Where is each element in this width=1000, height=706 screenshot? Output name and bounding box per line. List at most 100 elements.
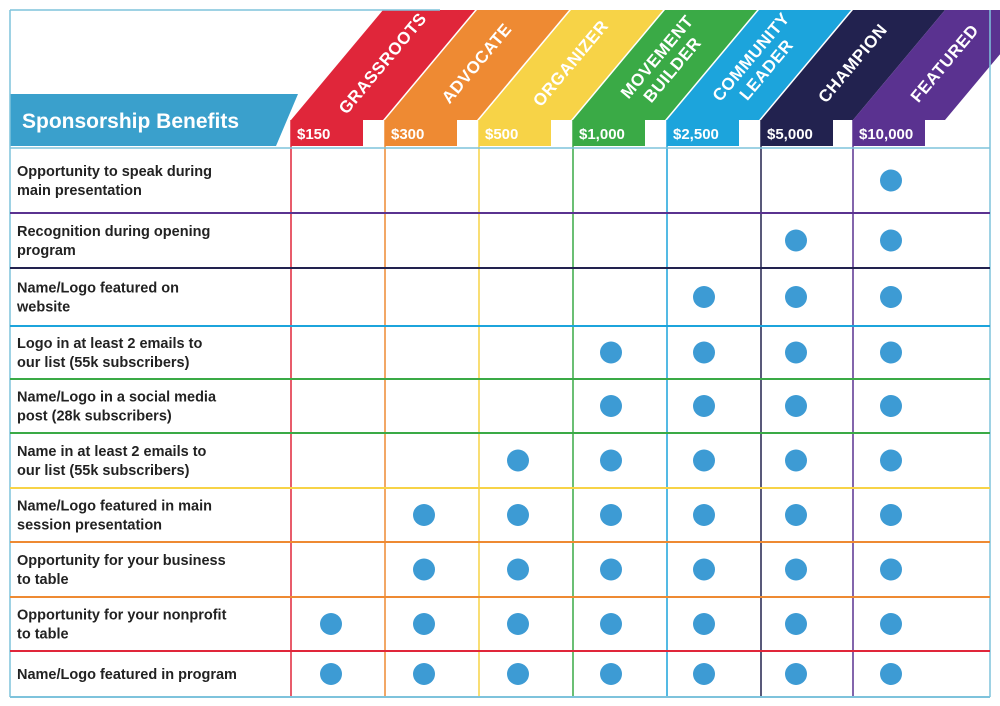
- benefit-dot-champion: [785, 613, 807, 635]
- benefit-label: to table: [17, 627, 69, 643]
- tier-price: $10,000: [859, 126, 913, 143]
- benefit-dot-movement-builder: [600, 449, 622, 472]
- benefit-dot-grassroots: [320, 663, 342, 685]
- benefit-dot-champion: [785, 286, 807, 308]
- benefit-dot-champion: [785, 449, 807, 472]
- table-row: Name/Logo featured on website: [16, 281, 179, 316]
- benefit-label: to table: [17, 572, 69, 588]
- benefit-dot-featured: [880, 558, 902, 581]
- price-tab: [385, 120, 457, 146]
- tier-price: $2,500: [673, 126, 719, 143]
- table-header: Sponsorship Benefits: [10, 94, 298, 146]
- tier-price: $1,000: [579, 126, 625, 143]
- benefit-dot-featured: [880, 395, 902, 417]
- benefit-dot-champion: [785, 558, 807, 581]
- benefit-label: Opportunity for your business: [17, 553, 226, 569]
- benefit-dot-advocate: [413, 558, 435, 581]
- tier-banners: $150GRASSROOTS$300ADVOCATE$500ORGANIZER$…: [291, 9, 1000, 146]
- benefit-dot-organizer: [507, 613, 529, 635]
- benefit-dot-featured: [880, 663, 902, 685]
- benefit-dot-community-leader: [693, 449, 715, 472]
- benefit-dot-champion: [785, 341, 807, 364]
- benefit-dot-community-leader: [693, 504, 715, 526]
- tier-price: $300: [391, 126, 424, 143]
- tier-ribbon: [573, 10, 757, 120]
- benefit-label: Name/Logo featured in main: [17, 499, 212, 515]
- benefit-dots: [320, 169, 902, 685]
- tier-ribbon: [853, 10, 1000, 120]
- benefit-label: Name in at least 2 emails to: [17, 444, 207, 460]
- benefit-dot-community-leader: [693, 558, 715, 581]
- benefit-dot-featured: [880, 341, 902, 364]
- title-text: Sponsorship Benefits: [22, 110, 239, 133]
- benefit-dot-movement-builder: [600, 613, 622, 635]
- price-tab: [291, 120, 363, 146]
- price-tab: [479, 120, 551, 146]
- price-tab: [853, 120, 925, 146]
- benefit-dot-champion: [785, 395, 807, 417]
- benefit-label: Opportunity for your nonprofit: [17, 608, 227, 624]
- tier-price: $5,000: [767, 126, 813, 143]
- benefit-dot-movement-builder: [600, 395, 622, 417]
- benefit-dot-organizer: [507, 449, 529, 472]
- table-row: Opportunity for your business to table: [17, 553, 226, 588]
- benefit-label: Opportunity to speak during: [17, 164, 212, 180]
- benefit-dot-organizer: [507, 663, 529, 685]
- tier-ribbon: [761, 10, 945, 120]
- benefit-dot-advocate: [413, 613, 435, 635]
- benefit-dot-community-leader: [693, 341, 715, 364]
- price-tab: [667, 120, 739, 146]
- benefit-dot-advocate: [413, 504, 435, 526]
- tier-price: $150: [297, 126, 330, 143]
- benefit-dot-champion: [785, 229, 807, 252]
- benefit-dot-organizer: [507, 504, 529, 526]
- benefit-dot-featured: [880, 286, 902, 308]
- tier-ribbon: [667, 10, 851, 120]
- table-row: Recognition during opening program: [17, 224, 210, 259]
- benefit-dot-community-leader: [693, 395, 715, 417]
- benefit-dot-featured: [880, 613, 902, 635]
- benefit-dot-community-leader: [693, 286, 715, 308]
- benefit-dot-movement-builder: [600, 504, 622, 526]
- benefit-label: program: [17, 243, 76, 259]
- benefit-dot-featured: [880, 169, 902, 192]
- benefit-dot-movement-builder: [600, 558, 622, 581]
- tier-ribbon: [291, 10, 475, 120]
- benefit-label: Name/Logo featured on: [17, 281, 179, 297]
- tier-ribbon: [385, 10, 569, 120]
- benefit-dot-champion: [785, 663, 807, 685]
- benefit-label: Recognition during opening: [17, 224, 210, 240]
- benefit-label: Name/Logo in a social media: [17, 390, 217, 406]
- table-row: Logo in at least 2 emails to our list (55…: [17, 336, 202, 371]
- benefit-dot-movement-builder: [600, 341, 622, 364]
- table-row: Name/Logo in a social media post (28k sub…: [17, 390, 217, 425]
- benefit-label: our list (55k subscribers): [17, 463, 190, 479]
- benefit-label: Name/Logo featured in program: [17, 667, 237, 683]
- benefit-dot-grassroots: [320, 613, 342, 635]
- title-banner: [10, 94, 298, 146]
- tier-price: $500: [485, 126, 518, 143]
- tier-ribbon: [479, 10, 663, 120]
- benefit-label: main presentation: [17, 183, 142, 199]
- benefit-dot-advocate: [413, 663, 435, 685]
- benefit-label: post (28k subscribers): [17, 409, 172, 425]
- benefit-dot-movement-builder: [600, 663, 622, 685]
- benefit-dot-community-leader: [693, 613, 715, 635]
- table-grid: [9, 9, 991, 698]
- price-tab: [761, 120, 833, 146]
- benefit-dot-featured: [880, 504, 902, 526]
- table-row: Opportunity to speak during main presenta…: [17, 164, 212, 199]
- benefit-dot-champion: [785, 504, 807, 526]
- benefit-dot-community-leader: [693, 663, 715, 685]
- benefit-dot-organizer: [507, 558, 529, 581]
- table-row: Name in at least 2 emails to our list (55…: [17, 444, 207, 479]
- benefit-dot-featured: [880, 229, 902, 252]
- table-row: Name/Logo featured in main session presen…: [17, 499, 212, 534]
- benefit-label: website: [16, 300, 70, 316]
- benefit-dot-featured: [880, 449, 902, 472]
